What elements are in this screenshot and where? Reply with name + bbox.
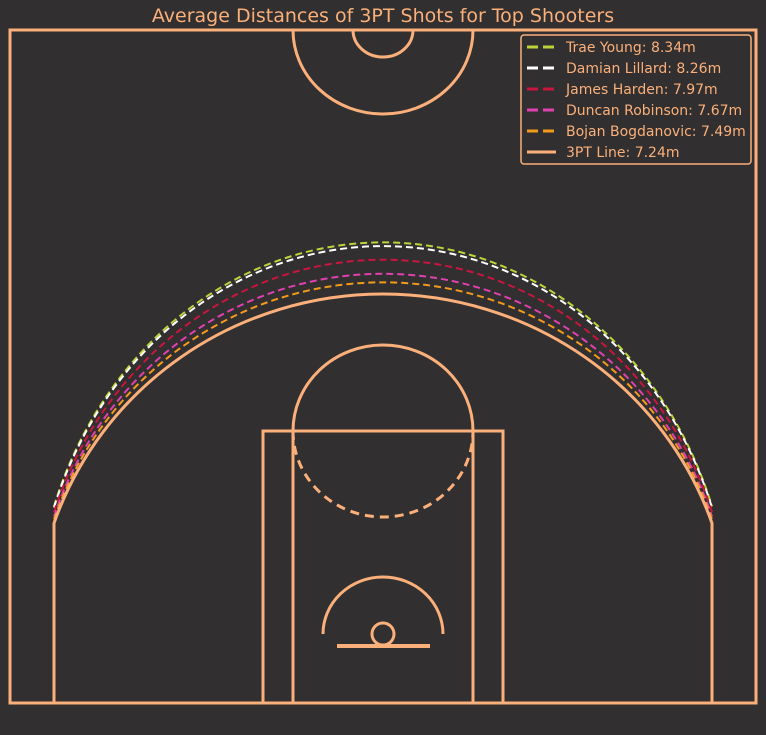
chart-title: Average Distances of 3PT Shots for Top S… xyxy=(152,5,614,27)
distance-arcs xyxy=(52,241,714,703)
center-inner-circle xyxy=(351,29,415,59)
distance-arc-3 xyxy=(53,272,713,517)
legend: Trae Young: 8.34m Damian Lillard: 8.26m Ja… xyxy=(520,34,752,165)
basketball-court xyxy=(8,28,758,705)
distance-arc-0 xyxy=(53,241,713,507)
hoop xyxy=(370,621,396,647)
distance-arc-4 xyxy=(53,281,713,520)
restricted-area-arc xyxy=(321,575,445,635)
free-throw-arc-bottom xyxy=(291,430,475,519)
legend-label-0: Trae Young: 8.34m xyxy=(565,40,696,56)
free-throw-arc-top xyxy=(291,343,475,432)
legend-label-3: Duncan Robinson: 7.67m xyxy=(566,103,742,119)
distance-arc-1 xyxy=(53,245,713,508)
legend-label-5: 3PT Line: 7.24m xyxy=(566,145,680,161)
distance-arc-5 xyxy=(52,292,714,703)
distance-arc-2 xyxy=(53,258,713,513)
legend-label-2: James Harden: 7.97m xyxy=(565,82,718,98)
paint-outer-box xyxy=(261,429,505,705)
center-circle xyxy=(291,29,475,116)
legend-box xyxy=(520,34,752,165)
legend-label-4: Bojan Bogdanovic: 7.49m xyxy=(566,124,746,140)
legend-label-1: Damian Lillard: 8.26m xyxy=(566,61,721,77)
